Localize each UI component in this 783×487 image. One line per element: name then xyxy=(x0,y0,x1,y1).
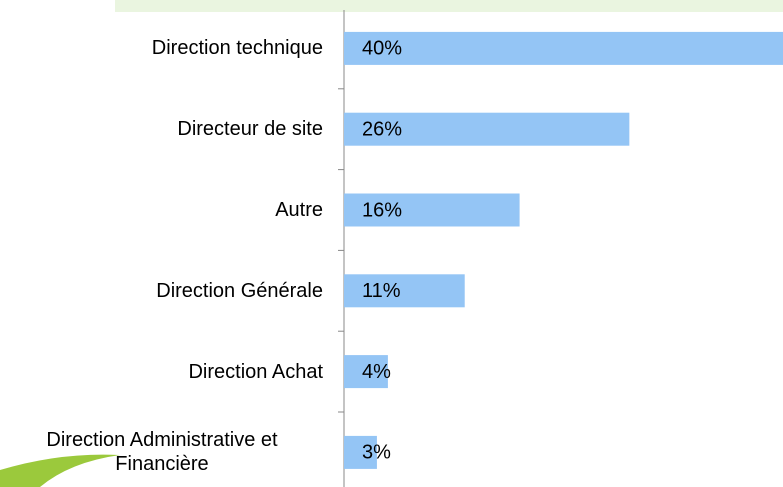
bar xyxy=(344,274,465,308)
bar xyxy=(344,435,377,469)
bar xyxy=(344,193,520,227)
category-label: Direction technique xyxy=(151,37,323,60)
category-label: Directeur de site xyxy=(177,118,323,141)
category-label: Autre xyxy=(275,199,323,221)
value-label: 40% xyxy=(362,38,402,60)
header-band xyxy=(115,0,783,12)
bar xyxy=(344,31,783,65)
decoration xyxy=(0,454,120,487)
bar xyxy=(344,112,630,146)
category-label: Direction Générale xyxy=(156,279,323,302)
category-label: Direction Achat xyxy=(188,360,323,383)
category-label: Direction Administrative et Financière xyxy=(46,429,278,476)
value-label: 4% xyxy=(362,361,391,383)
value-label: 11% xyxy=(362,280,401,302)
value-label: 3% xyxy=(362,442,391,464)
value-label: 16% xyxy=(362,199,402,221)
bar xyxy=(344,355,388,389)
value-label: 26% xyxy=(362,118,402,140)
